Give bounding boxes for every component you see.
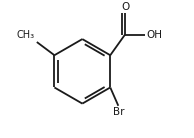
Text: OH: OH (146, 30, 162, 40)
Text: O: O (121, 2, 130, 12)
Text: CH₃: CH₃ (16, 30, 35, 40)
Text: Br: Br (113, 107, 124, 117)
